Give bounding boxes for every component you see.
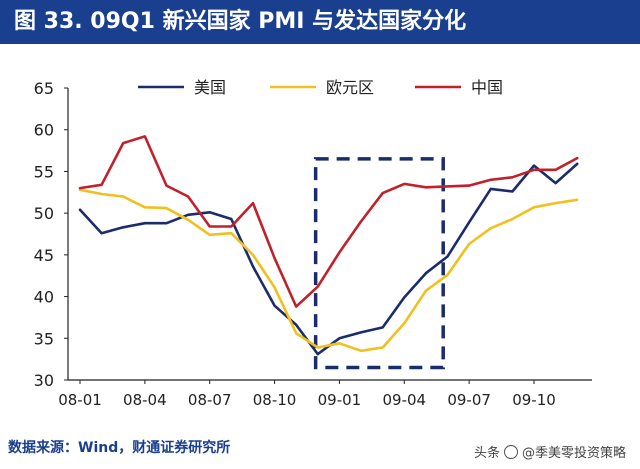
y-tick-label: 55 (34, 162, 54, 181)
x-tick-label: 09-10 (512, 391, 556, 409)
x-tick-label: 08-04 (123, 391, 167, 409)
watermark: 头条 @季美零投资策略 (474, 442, 626, 461)
x-tick-label: 08-10 (253, 391, 297, 409)
y-tick-label: 65 (34, 79, 54, 98)
x-tick-label: 08-07 (188, 391, 232, 409)
highlight-dashed-box (313, 157, 445, 370)
source-note: 数据来源：Wind，财通证券研究所 (8, 440, 231, 456)
y-tick-label: 40 (34, 288, 54, 307)
chart-title: 图 33. 09Q1 新兴国家 PMI 与发达国家分化 (0, 0, 640, 44)
y-tick-label: 35 (34, 329, 54, 348)
x-tick-label: 09-01 (318, 391, 362, 409)
x-tick-label: 08-01 (58, 391, 102, 409)
legend-label: 欧元区 (326, 78, 374, 97)
pmi-line-chart: 30 35 40 45 50 55 60 65 08-01 08-04 08-07 08-10 09-0… (34, 78, 592, 409)
chart-area: 30 35 40 45 50 55 60 65 08-01 08-04 08-07 08-10 09-0… (0, 50, 640, 430)
watermark-logo-icon (503, 444, 518, 459)
series-line-2 (78, 188, 579, 353)
x-tick-label: 09-04 (382, 391, 426, 409)
watermark-prefix: 头条 (473, 446, 500, 461)
y-tick-label: 30 (34, 371, 54, 390)
x-tick-label: 09-07 (447, 391, 491, 409)
series-line-1 (78, 162, 579, 356)
watermark-text: @季美零投资策略 (521, 446, 626, 461)
y-tick-label: 60 (34, 121, 54, 140)
legend-label: 美国 (194, 78, 226, 97)
y-tick-label: 45 (34, 246, 54, 265)
legend-label: 中国 (471, 78, 503, 97)
y-tick-label: 50 (34, 204, 54, 223)
series-line-3 (78, 135, 579, 308)
